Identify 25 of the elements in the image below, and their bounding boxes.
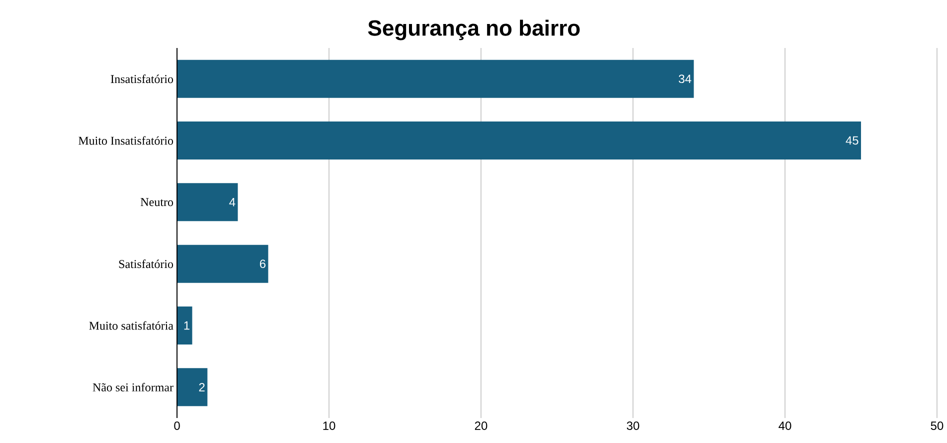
bar: [177, 121, 862, 160]
y-tick-label: Insatisfatório: [110, 74, 174, 84]
chart-title: Segurança no bairro: [368, 20, 580, 40]
data-label: 6: [260, 260, 266, 268]
data-label: 2: [199, 382, 205, 392]
x-tick-label: 50: [930, 422, 944, 430]
y-tick-label: Muito Insatisfatório: [78, 136, 174, 145]
bar: [177, 60, 694, 98]
x-tick-label: 40: [778, 422, 792, 430]
data-label: 34: [678, 74, 692, 84]
data-label: 4: [229, 198, 236, 206]
data-label: 1: [184, 321, 190, 330]
y-tick-label: Satisfatório: [119, 260, 174, 268]
bar: [177, 183, 238, 222]
bar: [177, 244, 268, 283]
data-label: 45: [846, 136, 858, 145]
x-tick-label: 20: [474, 422, 488, 430]
x-tick-label: 10: [323, 422, 336, 430]
y-tick-label: Muito satisfatória: [89, 321, 174, 330]
bar: [177, 306, 192, 344]
y-tick-label: Neutro: [140, 198, 174, 206]
bar: [177, 368, 208, 406]
x-tick-label: 30: [626, 422, 640, 430]
y-tick-label: Não sei informar: [92, 382, 174, 392]
x-tick-label: 0: [174, 422, 180, 430]
